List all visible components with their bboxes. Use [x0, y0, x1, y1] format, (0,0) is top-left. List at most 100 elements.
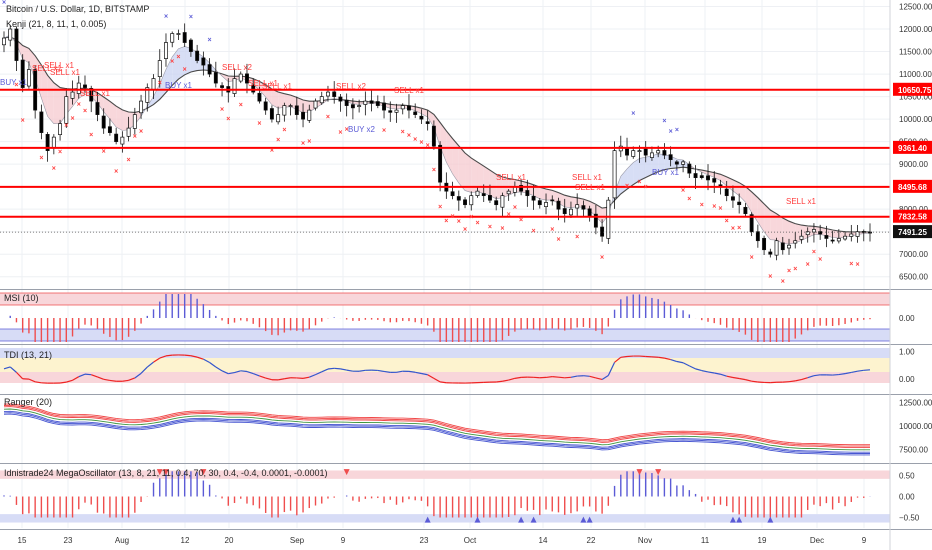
tdi-line-segment: [59, 381, 67, 384]
candle-body: [849, 233, 854, 237]
candle: [693, 165, 698, 189]
tdi-line-segment: [508, 377, 516, 381]
kenji-band-segment: [303, 100, 310, 113]
kenji-band-segment: [122, 109, 129, 131]
candle-body: [263, 101, 268, 111]
candle-body: [625, 148, 629, 156]
tdi-line-segment: [246, 370, 254, 375]
tdi-line-segment: [857, 369, 864, 372]
candle-body: [164, 42, 168, 59]
time-axis[interactable]: 15 23 Aug 12 20 Sep 9 23 Oct 14 22 Nov 11 19 Dec 9: [18, 536, 867, 545]
pane-tick-label: 0.00: [899, 314, 915, 323]
ranger-band-line: [3, 406, 870, 448]
candle: [407, 94, 411, 119]
sell-cross-marker: ×: [575, 234, 579, 241]
sell-cross-marker: ×: [158, 80, 162, 87]
candle: [350, 98, 355, 120]
megaoscillator-panel[interactable]: [3, 469, 871, 523]
tdi-line-segment: [751, 380, 758, 383]
candle-body: [488, 195, 492, 201]
tdi-line-segment: [203, 358, 210, 364]
candle-body: [699, 175, 704, 179]
tdi-line-segment: [801, 377, 808, 381]
candle-body: [425, 121, 430, 124]
pane-tick-label: 12500.00: [899, 399, 932, 408]
candle-body: [631, 150, 636, 157]
candle: [232, 68, 237, 98]
ranger-panel[interactable]: [3, 403, 870, 456]
candle-body: [26, 69, 31, 87]
candle: [450, 181, 455, 200]
candle-body: [188, 39, 193, 52]
candle-body: [170, 33, 175, 43]
sell-cross-marker: ×: [444, 218, 448, 225]
buy-cross-marker: ×: [631, 111, 635, 118]
kenji-band-segment: [546, 189, 553, 201]
level-price-tag: [893, 82, 932, 96]
buy-cross-marker: ×: [675, 127, 679, 134]
sell-cross-marker: ×: [70, 115, 74, 122]
sell-signal-label: SELL x2: [336, 82, 366, 91]
candle-body: [326, 91, 330, 97]
tdi-line-segment: [807, 375, 815, 379]
sell-cross-marker: ×: [768, 273, 772, 280]
candle-body: [469, 195, 474, 206]
candle-body: [649, 152, 654, 158]
time-tick-label: 22: [587, 536, 596, 545]
sell-cross-marker: ×: [625, 183, 629, 190]
price-axis[interactable]: 6500.007000.007500.008000.008500.009000.…: [893, 3, 932, 523]
sell-cross-marker: ×: [413, 137, 417, 144]
tdi-line-segment: [732, 376, 740, 380]
candle: [126, 116, 131, 142]
tdi-line-segment: [620, 355, 628, 358]
sell-triangle-marker: [162, 469, 169, 476]
candle-body: [506, 190, 511, 195]
tdi-upper-zone: [0, 348, 890, 358]
ranger-band-line: [3, 404, 870, 447]
candle-body: [245, 73, 249, 84]
sell-cross-marker: ×: [451, 214, 455, 221]
kenji-band-segment: [22, 45, 29, 63]
sell-cross-marker: ×: [725, 218, 729, 225]
price-panel[interactable]: ××××××××××××××××××××××××××××××× ××× × × × ×× ×…: [0, 0, 890, 285]
candle-body: [855, 231, 860, 237]
sell-cross-marker: ×: [712, 203, 716, 210]
kenji-band-segment: [116, 106, 123, 131]
tdi-line-segment: [209, 362, 217, 368]
candle-body: [251, 84, 256, 93]
buy-cross-marker: ×: [2, 0, 6, 6]
kenji-band-segment: [284, 93, 291, 108]
candle-body: [836, 238, 841, 242]
candle-body: [787, 244, 791, 249]
ranger-band-line: [3, 403, 870, 446]
kenji-band-segment: [35, 55, 42, 98]
candle: [157, 49, 162, 88]
pane-tick-label: 0.50: [899, 472, 915, 481]
tdi-line-segment: [570, 375, 578, 378]
msi-panel[interactable]: [4, 294, 871, 342]
kenji-band-segment: [271, 88, 279, 109]
candle: [238, 71, 243, 84]
sell-cross-marker: ×: [77, 101, 81, 108]
time-tick-label: 12: [181, 536, 190, 545]
candle-body: [101, 115, 106, 129]
sell-cross-marker: ×: [737, 225, 741, 232]
candle: [132, 107, 137, 135]
pane-tick-label: 7500.00: [899, 446, 928, 455]
tdi-line-segment: [9, 366, 17, 373]
tdi-line-segment: [184, 354, 191, 357]
sell-signal-label: SELL x1: [44, 61, 74, 70]
tdi-line-segment: [91, 374, 98, 378]
kenji-band-segment: [446, 130, 453, 174]
price-tick-label: 11500.00: [899, 48, 932, 57]
tdi-line-segment: [72, 376, 80, 381]
pane-tick-label: 0.00: [899, 375, 915, 384]
sell-triangle-marker: [655, 469, 662, 476]
candle: [139, 94, 144, 119]
tdi-line-segment: [564, 376, 571, 379]
candle: [774, 237, 779, 261]
candle: [550, 195, 555, 206]
tdi-panel[interactable]: [3, 354, 871, 384]
candle-body: [126, 127, 131, 137]
